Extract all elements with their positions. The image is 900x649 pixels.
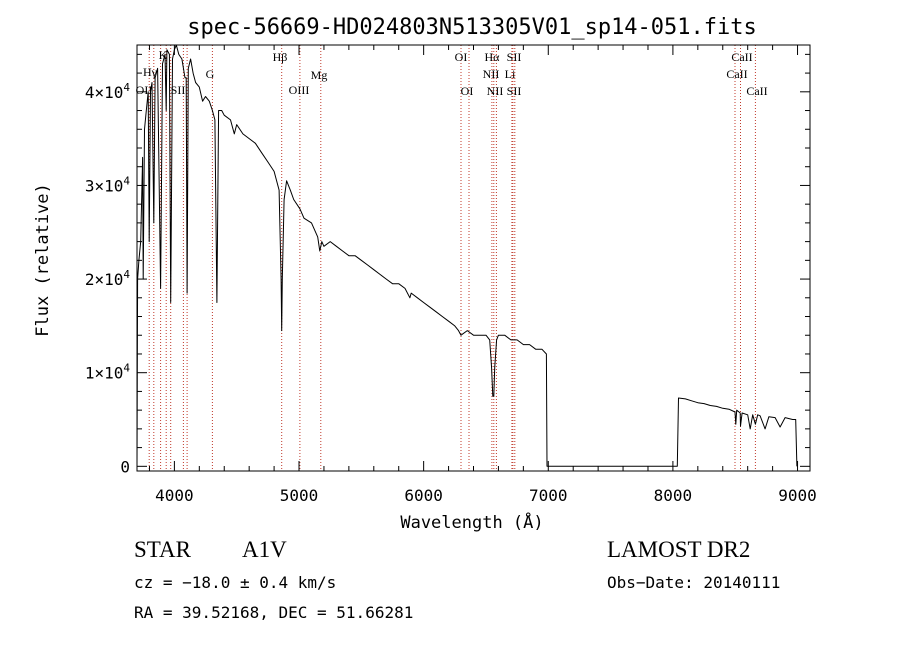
- line-label-mg: Mg: [311, 68, 328, 82]
- x-tick-label: 5000: [280, 486, 319, 505]
- line-label-oi_bot: OI: [461, 84, 474, 98]
- redshift-cz: cz = −18.0 ± 0.4 km/s: [134, 573, 337, 592]
- series-layer: [136, 44, 798, 467]
- line-label-caii_3: CaII: [746, 84, 767, 98]
- x-tick-label: 9000: [778, 486, 817, 505]
- x-axis: 4000 5000 6000 7000 8000 9000: [148, 45, 817, 505]
- series-spectrum: [136, 44, 798, 467]
- chart-title: spec-56669-HD024803N513305V01_sp14-051.f…: [187, 15, 757, 40]
- line-label-caii_2: CaII: [726, 67, 747, 81]
- spectrum-chart: spec-56669-HD024803N513305V01_sp14-051.f…: [33, 15, 817, 533]
- line-label-oii: OII: [136, 83, 153, 97]
- y-tick-label: 1×104: [85, 362, 131, 383]
- line-label-hbeta: Hβ: [273, 50, 288, 64]
- line-label-k: K: [159, 48, 168, 62]
- line-label-g: G: [206, 67, 215, 81]
- object-subclass: A1V: [242, 537, 287, 562]
- line-label-oiii: OIII: [289, 83, 310, 97]
- line-label-nii_mid: NII: [483, 67, 500, 81]
- obs-date: Obs−Date: 20140111: [607, 573, 781, 592]
- y-tick-label: 4×104: [85, 81, 131, 102]
- x-tick-label: 4000: [155, 486, 194, 505]
- object-class: STAR: [134, 537, 191, 562]
- line-label-li: Li: [505, 67, 516, 81]
- line-label-caii_1: CaII: [731, 50, 752, 64]
- y-tick-label: 2×104: [85, 268, 131, 289]
- line-label-nii_bot: NII: [487, 84, 504, 98]
- line-label-sii_top: SII: [507, 50, 522, 64]
- line-label-oi_top: OI: [455, 50, 468, 64]
- y-tick-label: 0: [120, 457, 130, 476]
- x-tick-label: 7000: [529, 486, 568, 505]
- plot-frame: [136, 44, 811, 472]
- line-label-sii_blue: SII: [171, 83, 186, 97]
- spectral-line-markers: [148, 45, 756, 471]
- survey-name: LAMOST DR2: [607, 537, 751, 562]
- x-tick-label: 6000: [404, 486, 443, 505]
- line-label-halpha: Hα: [485, 50, 501, 64]
- y-axis-label: Flux (relative): [33, 183, 53, 337]
- x-axis-label: Wavelength (Å): [400, 511, 543, 533]
- line-label-sii_bot: SII: [507, 84, 522, 98]
- coordinates: RA = 39.52168, DEC = 51.66281: [134, 603, 414, 622]
- line-label-hgamma_cut: Hγ: [143, 65, 158, 79]
- y-tick-label: 3×104: [85, 174, 131, 195]
- y-axis: 0 1×104 2×104 3×104 4×104: [85, 53, 810, 476]
- x-tick-label: 8000: [654, 486, 693, 505]
